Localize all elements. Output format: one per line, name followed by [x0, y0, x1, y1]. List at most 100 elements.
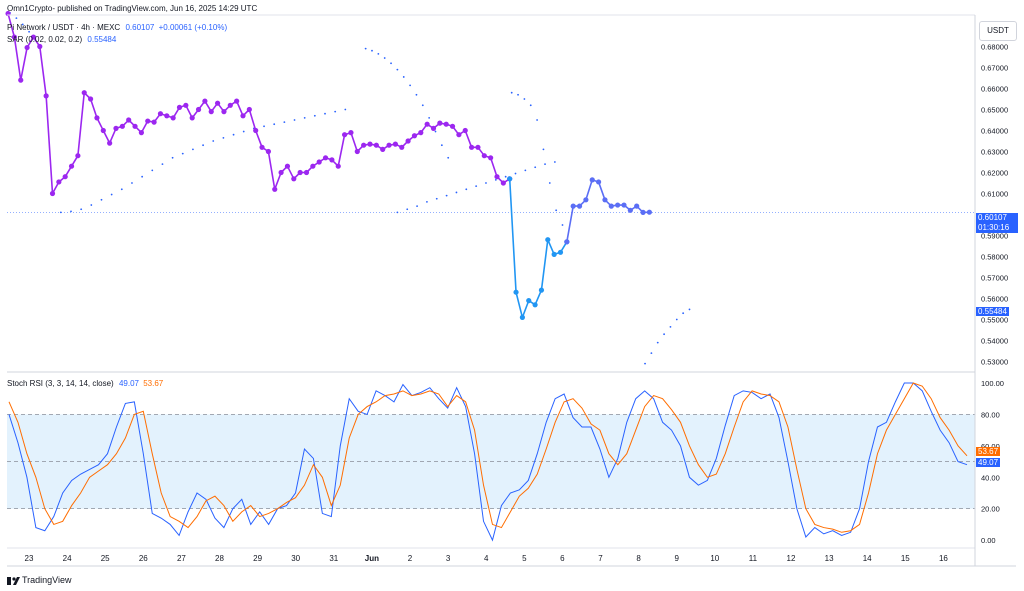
currency-unit-button[interactable]: USDT — [979, 21, 1017, 41]
price-point — [634, 203, 640, 209]
sar-dot — [131, 182, 133, 184]
price-point — [56, 179, 62, 185]
sar-dot — [688, 308, 691, 311]
sar-dot — [675, 318, 678, 321]
price-point — [335, 163, 341, 169]
price-point — [164, 113, 170, 119]
sar-dots — [9, 12, 691, 365]
sar-dot — [313, 114, 316, 117]
price-point — [170, 115, 176, 121]
sar-dot — [21, 23, 24, 26]
x-tick-label: 4 — [484, 554, 489, 563]
x-tick-label: 28 — [215, 554, 224, 563]
x-tick-label: 26 — [139, 554, 148, 563]
sar-dot — [161, 163, 164, 166]
sar-dot — [377, 52, 380, 55]
price-tick-label: 0.68000 — [981, 43, 1008, 52]
sar-dot — [28, 30, 30, 33]
price-point — [316, 159, 322, 165]
sar-dot — [536, 119, 538, 121]
price-point — [576, 203, 583, 209]
countdown-value: 01:30:16 — [978, 223, 1010, 232]
sar-dot — [415, 93, 418, 96]
sar-dot — [548, 182, 551, 184]
rsi-tick-label: 100.00 — [981, 379, 1004, 388]
sar-dot — [656, 341, 659, 344]
sar-dot — [534, 166, 537, 169]
price-point — [532, 302, 538, 308]
sar-dot — [283, 121, 286, 123]
price-point — [488, 155, 494, 161]
price-point — [100, 127, 106, 134]
price-point — [195, 106, 202, 113]
sar-dot — [396, 211, 399, 214]
price-line-segment — [566, 179, 650, 242]
stoch-rsi-line: Stoch RSI (3, 3, 14, 14, close) 49.07 53… — [7, 379, 163, 388]
price-point — [259, 144, 265, 150]
brand-name: TradingView — [22, 575, 72, 585]
price-point — [297, 169, 303, 176]
price-point — [583, 197, 589, 203]
price-point — [291, 176, 297, 182]
x-tick-label: 27 — [177, 554, 186, 563]
price-point — [24, 44, 30, 51]
x-tick-label: 30 — [291, 554, 300, 563]
sar-dot — [445, 194, 448, 197]
sar-dot — [409, 84, 411, 87]
price-point — [132, 123, 138, 129]
rsi-y-axis: 100.00 80.00 60.00 40.00 20.00 0.00 — [981, 379, 1004, 545]
price-point — [513, 289, 519, 295]
x-tick-label: 12 — [787, 554, 796, 563]
x-tick-label: 5 — [522, 554, 527, 563]
sar-dot — [644, 362, 646, 365]
x-tick-label: Jun — [365, 554, 379, 563]
sar-dot — [141, 175, 144, 178]
sar-dot — [202, 144, 204, 147]
price-point — [176, 104, 183, 110]
price-point — [646, 209, 652, 215]
price-point — [354, 148, 360, 155]
x-tick-label: 9 — [674, 554, 679, 563]
sar-dot — [426, 201, 428, 203]
price-point — [310, 163, 316, 169]
sar-dot — [383, 57, 386, 59]
price-point — [87, 96, 94, 102]
stoch-rsi-series — [8, 382, 968, 542]
stoch-k-line — [8, 382, 968, 542]
sar-dot — [517, 93, 519, 96]
price-point — [373, 142, 379, 148]
logo-slash — [13, 577, 20, 585]
price-point — [49, 190, 56, 197]
x-tick-label: 29 — [253, 554, 262, 563]
stoch-k-badge: 49.07 — [976, 458, 1001, 467]
sar-dot — [663, 333, 665, 336]
price-tick-label: 0.54000 — [981, 337, 1008, 346]
x-tick-label: 15 — [901, 554, 910, 563]
price-point — [640, 209, 646, 215]
x-tick-label: 14 — [863, 554, 872, 563]
sar-dot — [523, 98, 526, 100]
sar-dot — [510, 91, 513, 94]
sar-dot — [151, 169, 154, 172]
price-point — [107, 140, 113, 146]
sar-line: SAR (0.02, 0.02, 0.2) 0.55484 — [7, 35, 116, 44]
x-tick-label: 31 — [329, 554, 338, 563]
sar-dot — [181, 152, 184, 155]
price-point — [595, 179, 602, 185]
sar-dot — [390, 62, 392, 65]
price-point — [551, 251, 557, 257]
chart-frame — [7, 14, 1016, 567]
time-x-axis: 23 24 25 26 27 28 29 30 31 Jun 2 3 4 5 6 7 8 9 10 11 12 13 14 1… — [25, 554, 949, 563]
sar-dot — [465, 188, 468, 191]
price-point — [449, 123, 456, 129]
price-point — [68, 163, 75, 169]
price-tick-label: 0.63000 — [981, 148, 1008, 157]
sar-dot — [553, 161, 556, 163]
sar-dot — [434, 130, 437, 133]
sar-dot — [364, 47, 367, 50]
price-point — [570, 203, 576, 209]
price-point — [615, 202, 621, 208]
price-point — [608, 203, 614, 209]
price-point — [405, 138, 411, 144]
price-point — [411, 133, 418, 139]
